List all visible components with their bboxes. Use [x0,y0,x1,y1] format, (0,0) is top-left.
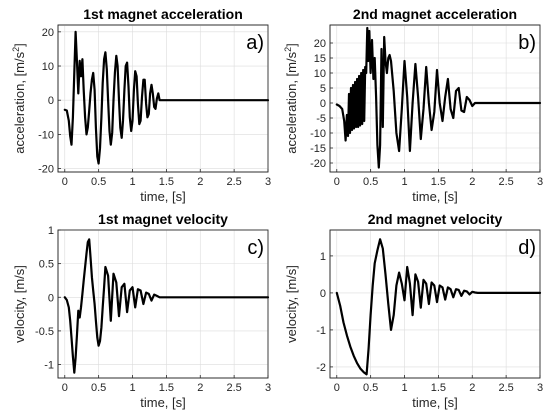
x-tick-label: 1.5 [159,176,174,188]
y-tick-label: 1 [320,251,326,263]
y-axis-label: velocity, [m/s] [12,265,27,343]
plot-area [57,24,269,173]
x-tick-label: 0.5 [363,382,378,394]
x-tick-label: 1.5 [431,176,446,188]
series-line [63,30,270,165]
x-tick-label: 2 [197,176,203,188]
x-tick-label: 1 [129,382,135,394]
y-tick-label: 0 [48,95,54,107]
panel-label: c) [247,237,264,259]
x-tick-label: 0 [62,382,68,394]
y-tick-label: 0 [320,288,326,300]
y-axis-label-text: velocity, [m/s] [12,265,27,343]
plot-frame [329,24,541,173]
panel-label: b) [518,32,536,54]
y-tick-label: 20 [42,27,54,39]
x-tick-label: 3 [537,382,543,394]
x-axis-label: time, [s] [412,395,458,410]
series-line [63,238,270,374]
x-tick-label: 0 [334,382,340,394]
x-tick-label: 0 [62,176,68,188]
chart-panel-4: 0 0.5 1 1.5 2 2.5 3 -2 -1 0 1 2nd magnet velocity d)… [284,211,543,410]
chart-title: 2nd magnet velocity [368,211,503,227]
y-tick-label: 10 [314,68,326,80]
y-tick-label: -5 [316,113,326,125]
x-tick-label: 2.5 [226,176,241,188]
chart-title: 1st magnet velocity [98,211,228,227]
y-axis-label-superscript: 2 [11,47,21,52]
panel-label: d) [518,237,536,259]
x-tick-label: 2.5 [498,382,513,394]
y-tick-label: -20 [310,158,326,170]
y-tick-label: -0.5 [35,326,54,338]
x-axis-label: time, [s] [412,189,458,204]
y-axis-label: velocity, [m/s] [284,265,299,343]
x-tick-label: 3 [537,176,543,188]
y-axis-label: acceleration, [m/s2] [11,43,27,154]
y-tick-label: -10 [38,129,54,141]
y-tick-label: -2 [316,362,326,374]
x-tick-label: 3 [265,176,271,188]
plot-frame [329,229,541,379]
x-tick-label: 0 [334,176,340,188]
x-tick-label: 2 [197,382,203,394]
plot-area [57,229,269,379]
chart-title: 2nd magnet acceleration [353,6,517,22]
chart-panel-3: 0 0.5 1 1.5 2 2.5 3 -1 -0.5 0 0.5 1 1st magnet veloc… [12,211,271,410]
x-tick-label: 0.5 [91,382,106,394]
x-tick-label: 0.5 [363,176,378,188]
x-tick-label: 2.5 [498,176,513,188]
x-tick-label: 1 [129,176,135,188]
y-axis-label-superscript: 2 [283,47,293,52]
y-tick-label: -15 [310,143,326,155]
x-tick-label: 1 [401,176,407,188]
y-tick-label: 0.5 [39,259,54,271]
y-tick-label: 20 [314,38,326,50]
y-axis-label-close: ] [12,43,27,47]
y-tick-label: 1 [48,225,54,237]
y-axis-label-close: ] [284,43,299,47]
plot-area [329,229,541,379]
panel-label: a) [246,32,264,54]
y-tick-label: 5 [320,83,326,95]
y-axis-label-text: acceleration, [m/s [284,51,299,153]
chart-title: 1st magnet acceleration [83,6,243,22]
x-tick-label: 1.5 [431,382,446,394]
y-axis-label-text: acceleration, [m/s [12,51,27,153]
x-tick-label: 1 [401,382,407,394]
y-axis-label-text: velocity, [m/s] [284,265,299,343]
x-tick-label: 1.5 [159,382,174,394]
y-tick-label: -1 [316,325,326,337]
y-tick-label: 15 [314,53,326,65]
y-tick-label: 0 [48,292,54,304]
x-tick-label: 3 [265,382,271,394]
series-line [335,26,542,169]
y-tick-label: 10 [42,61,54,73]
x-tick-label: 0.5 [91,176,106,188]
plot-frame [57,24,269,173]
y-tick-label: 0 [320,98,326,110]
x-tick-label: 2 [469,382,475,394]
plot-frame [57,229,269,379]
y-tick-label: -1 [44,360,54,372]
y-tick-label: -20 [38,164,54,176]
chart-panel-2: 0 0.5 1 1.5 2 2.5 3 -20 -15 -10 -5 0 5 10 15 20 2nd magn… [283,6,543,204]
series-line [335,238,542,376]
x-axis-label: time, [s] [140,189,186,204]
x-axis-label: time, [s] [140,395,186,410]
y-axis-label: acceleration, [m/s2] [283,43,299,154]
x-tick-label: 2.5 [226,382,241,394]
x-tick-label: 2 [469,176,475,188]
chart-panel-1: 0 0.5 1 1.5 2 2.5 3 -20 -10 0 10 20 1st magnet accel… [11,6,271,204]
y-tick-label: -10 [310,128,326,140]
